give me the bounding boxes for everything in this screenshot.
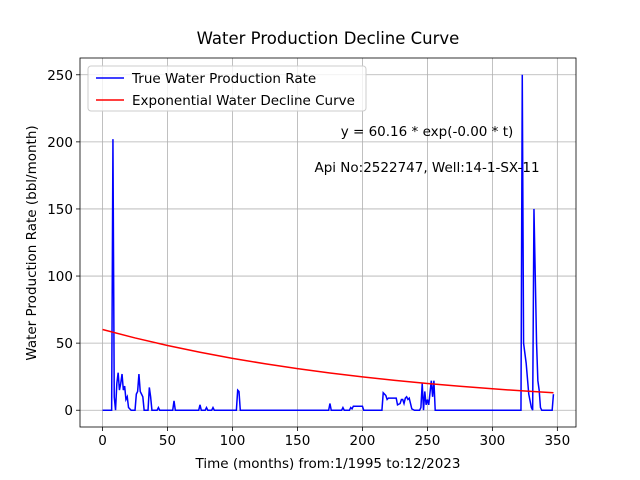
y-axis-label: Water Production Rate (bbl/month) [24, 125, 40, 360]
y-tick-label: 150 [47, 202, 73, 218]
y-tick-label: 200 [47, 135, 73, 151]
data-line [102, 74, 555, 411]
x-tick-label: 50 [159, 433, 176, 449]
x-tick-label: 250 [415, 433, 441, 449]
y-tick-label: 250 [47, 68, 73, 84]
legend-label: True Water Production Rate [131, 71, 316, 87]
y-tick-label: 50 [56, 336, 73, 352]
y-tick-label: 0 [64, 403, 73, 419]
chart-title: Water Production Decline Curve [197, 29, 460, 48]
plot-frame [79, 57, 577, 428]
x-tick-label: 300 [479, 433, 505, 449]
annotation: y = 60.16 * exp(-0.00 * t) [341, 124, 514, 140]
x-tick-label: 0 [98, 433, 107, 449]
legend-label: Exponential Water Decline Curve [132, 93, 355, 109]
x-tick-label: 350 [544, 433, 570, 449]
data-line [102, 328, 554, 394]
x-tick-label: 200 [350, 433, 376, 449]
y-tick-label: 100 [47, 269, 73, 285]
x-axis-label: Time (months) from:1/1995 to:12/2023 [195, 456, 461, 472]
x-tick-label: 150 [285, 433, 311, 449]
x-tick-label: 100 [220, 433, 246, 449]
legend-box [87, 65, 367, 112]
annotation: Api No:2522747, Well:14-1-SX-11 [314, 160, 539, 176]
